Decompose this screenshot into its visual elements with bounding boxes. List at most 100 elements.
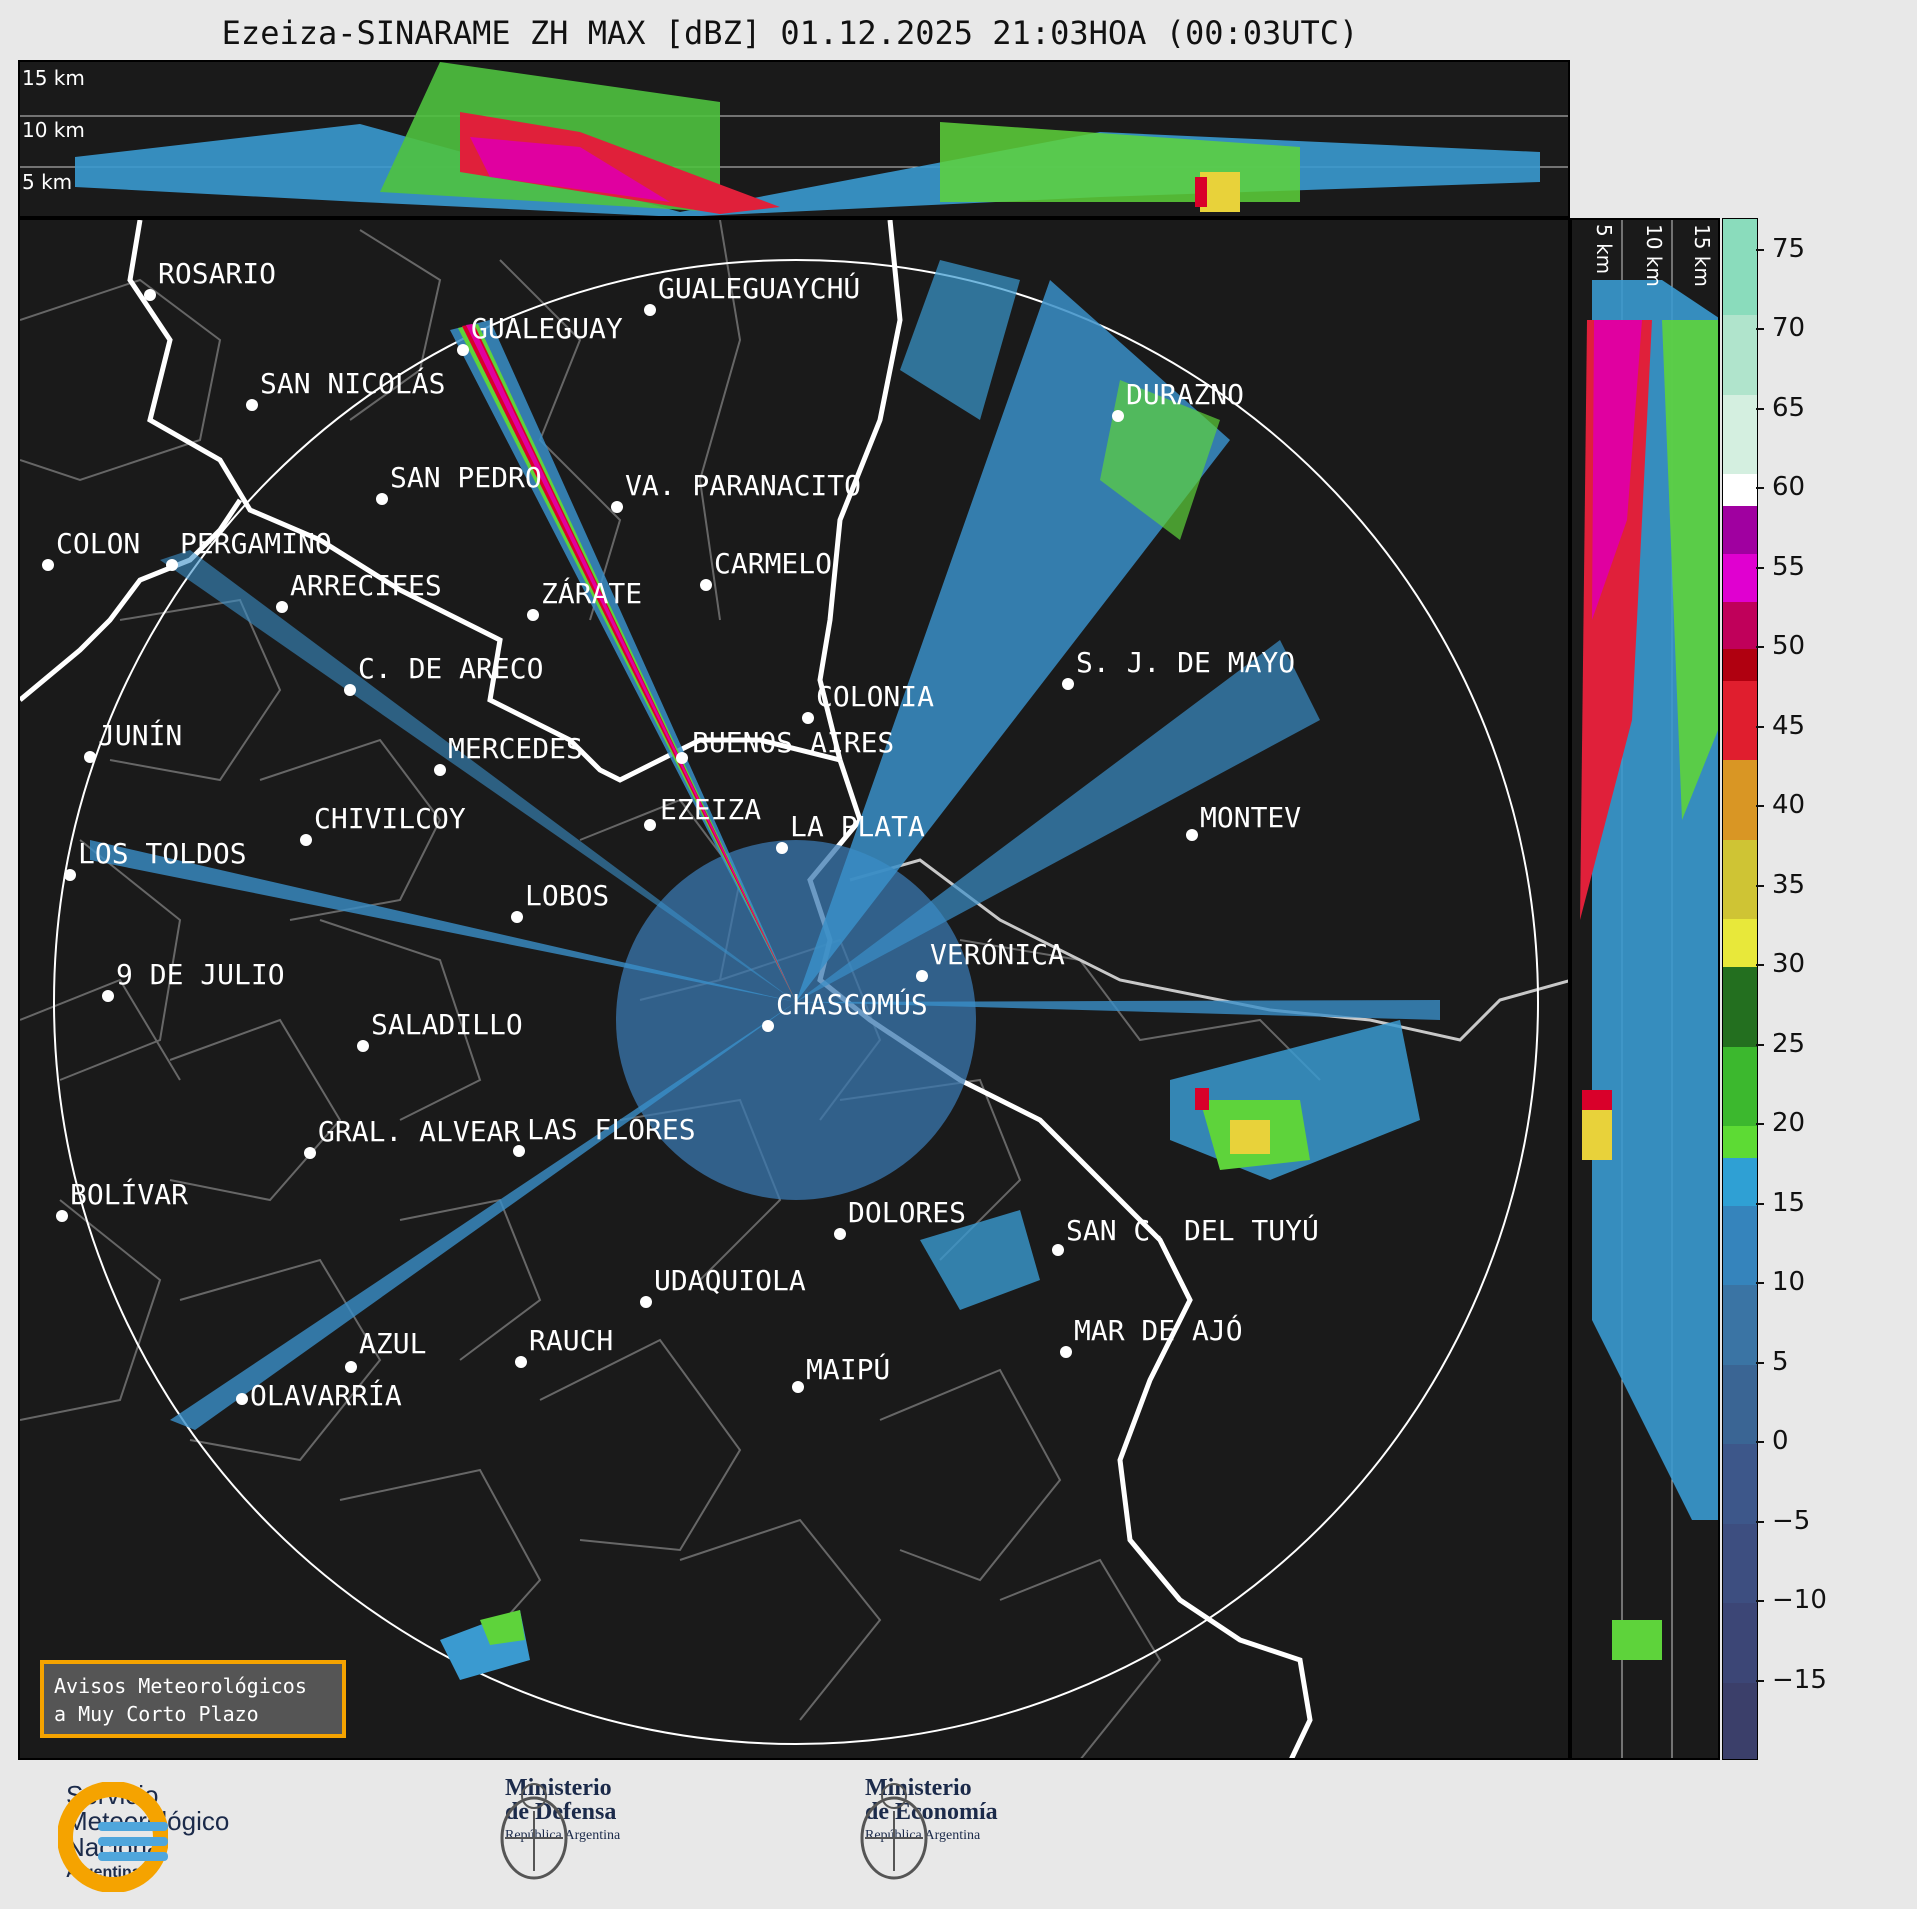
echo-spike-northwest-base [450, 320, 796, 1002]
city-marker [345, 1361, 357, 1373]
colorbar-segment [1723, 680, 1757, 761]
city-marker [434, 764, 446, 776]
city-marker [792, 1381, 804, 1393]
radar-echoes [90, 260, 1440, 1680]
echo-ne-green [1100, 380, 1220, 540]
alert-box-line2: a Muy Corto Plazo [54, 1702, 259, 1726]
colorbar-segment [1723, 505, 1757, 554]
city-marker [376, 493, 388, 505]
colorbar-tick-label: 75 [1755, 234, 1805, 264]
city-label: PERGAMINO [180, 527, 332, 560]
colorbar-tick-label: 40 [1755, 790, 1805, 820]
colorbar [1722, 218, 1758, 1760]
city-marker [762, 1020, 774, 1032]
side-alt-label-15km: 15 km [1690, 224, 1714, 287]
smn-logo-icon [58, 1782, 168, 1892]
echo-spike-green [458, 324, 796, 1002]
echo-cell-veronica-red [1195, 1088, 1209, 1110]
city-marker [102, 990, 114, 1002]
colorbar-segment [1723, 552, 1757, 602]
city-label: VA. PARANACITO [625, 469, 862, 502]
colorbar-tick-label: 45 [1755, 711, 1805, 741]
city-marker [802, 712, 814, 724]
colorbar-segment [1723, 314, 1757, 395]
city-marker [916, 970, 928, 982]
city-marker [236, 1393, 248, 1405]
city-label: CARMELO [714, 547, 833, 580]
chart-title: Ezeiza-SINARAME ZH MAX [dBZ] 01.12.2025 … [221, 14, 1359, 52]
city-marker [357, 1040, 369, 1052]
colorbar-segment [1723, 1156, 1757, 1206]
city-marker [166, 559, 178, 571]
city-marker [457, 344, 469, 356]
city-label: CHASCOMÚS [776, 988, 928, 1021]
city-marker [676, 752, 688, 764]
colorbar-segment [1723, 1125, 1757, 1158]
colorbar-tick-label: 15 [1755, 1188, 1805, 1218]
city-label: ROSARIO [158, 257, 277, 290]
echo-ray-southwest [170, 1002, 796, 1430]
city-marker [246, 399, 258, 411]
city-marker [776, 842, 788, 854]
colorbar-segment [1723, 393, 1757, 475]
side-alt-label-5km: 5 km [1592, 224, 1616, 275]
defensa-line2: de Defensa [505, 1799, 617, 1825]
city-marker [1112, 410, 1124, 422]
colorbar-segment [1723, 1522, 1757, 1604]
colorbar-segment [1723, 759, 1757, 840]
side-cross-section-panel: 5 km 10 km 15 km [1570, 218, 1720, 1760]
echo-cell-azul-green [480, 1610, 525, 1645]
city-label: BOLÍVAR [70, 1178, 189, 1211]
city-label: GRAL. ALVEAR [318, 1115, 521, 1148]
echo-ray-montevideo [796, 1000, 1440, 1020]
city-label: CHIVILCOY [314, 802, 466, 835]
city-marker [611, 501, 623, 513]
colorbar-segment [1723, 1045, 1757, 1127]
city-label: BUENOS AIRES [692, 726, 895, 759]
city-label: EZEIZA [660, 793, 762, 826]
colorbar-tick-label: −5 [1755, 1506, 1810, 1536]
echo-ray-northwest [160, 550, 796, 1002]
radar-map-panel: ROSARIO GUALEGUAYCHÚ GUALEGUAY SAN NICOLÁS D… [18, 218, 1570, 1760]
city-marker [834, 1228, 846, 1240]
alt-label-10km: 10 km [22, 118, 85, 142]
city-label: GUALEGUAYCHÚ [658, 272, 861, 305]
city-label: C. DE ARECO [358, 652, 544, 685]
colorbar-tick-label: 0 [1756, 1426, 1789, 1456]
city-label: ARRECIFES [290, 569, 442, 602]
city-marker [344, 684, 356, 696]
city-label: JUNÍN [98, 719, 183, 752]
colorbar-segment [1723, 648, 1757, 681]
colorbar-segment [1723, 219, 1757, 316]
echo-ground-clutter [616, 840, 976, 1200]
city-label: 9 DE JULIO [116, 958, 285, 991]
side-echo-red-low [1582, 1090, 1612, 1110]
city-marker [515, 1356, 527, 1368]
colorbar-tick-label: 20 [1755, 1108, 1805, 1138]
side-echo-green-low [1612, 1620, 1662, 1660]
colorbar-tick-label: 70 [1755, 313, 1805, 343]
alert-box-line1: Avisos Meteorológicos [54, 1674, 307, 1698]
colorbar-tick-label: −15 [1756, 1665, 1827, 1695]
city-marker [527, 609, 539, 621]
city-marker [144, 289, 156, 301]
colorbar-tick-label: 5 [1756, 1347, 1789, 1377]
alert-box[interactable]: Avisos Meteorológicos a Muy Corto Plazo [40, 1660, 346, 1738]
colorbar-segment [1723, 966, 1757, 1047]
colorbar-tick-label: 10 [1755, 1267, 1805, 1297]
city-marker [56, 1210, 68, 1222]
city-marker [1060, 1346, 1072, 1358]
radar-map-svg [20, 220, 1568, 1758]
echo-cell-veronica-yellow [1230, 1120, 1270, 1154]
economia-logo: Ministerio de Economía República Argenti… [855, 1776, 998, 1880]
colorbar-tick-label: 30 [1755, 949, 1805, 979]
colorbar-segment [1723, 918, 1757, 968]
colorbar-tick-label: 55 [1755, 552, 1805, 582]
city-label: OLAVARRÍA [250, 1379, 402, 1412]
echo-ray-east [796, 640, 1320, 1002]
colorbar-segment [1723, 1443, 1757, 1524]
side-alt-label-10km: 10 km [1642, 224, 1666, 287]
echo-spike-magenta [466, 324, 796, 1002]
city-marker [276, 601, 288, 613]
city-marker [304, 1147, 316, 1159]
